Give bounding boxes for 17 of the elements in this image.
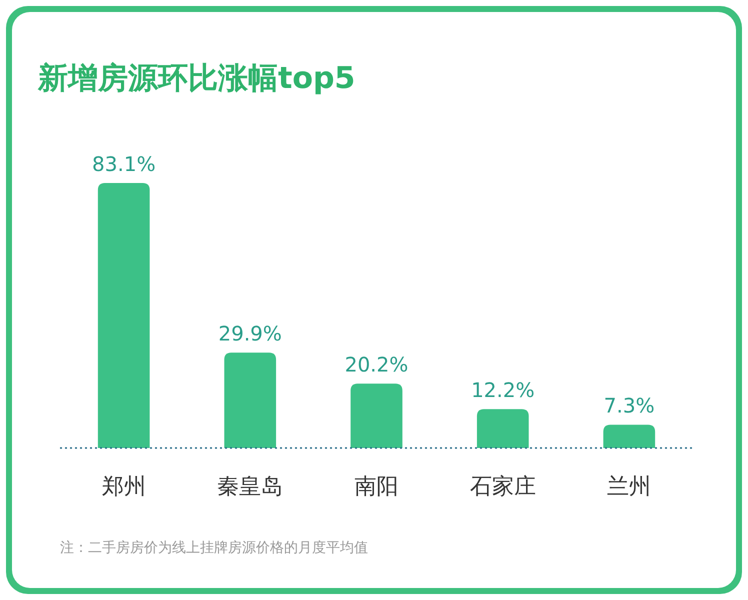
data-label: 29.9% (218, 322, 282, 346)
x-tick-label: 石家庄 (470, 474, 536, 500)
x-tick-label: 郑州 (102, 474, 146, 500)
data-label: 83.1% (92, 152, 156, 176)
x-tick-label: 秦皇岛 (217, 474, 284, 500)
text: 注：二手房房价为线上挂牌房源价格的月度平均值 (60, 540, 368, 556)
bar (603, 424, 656, 448)
x-tick-label: 兰州 (607, 474, 652, 500)
bar (98, 183, 150, 448)
data-label: 20.2% (344, 352, 408, 377)
chart-title: 新增房源环比涨幅top5 (37, 61, 356, 96)
x-tick-label: 南阳 (354, 474, 398, 500)
data-label: 12.2% (471, 378, 535, 402)
data-label: 7.3% (604, 394, 655, 418)
bar (224, 352, 276, 448)
bar (476, 409, 529, 448)
bar (350, 384, 402, 448)
